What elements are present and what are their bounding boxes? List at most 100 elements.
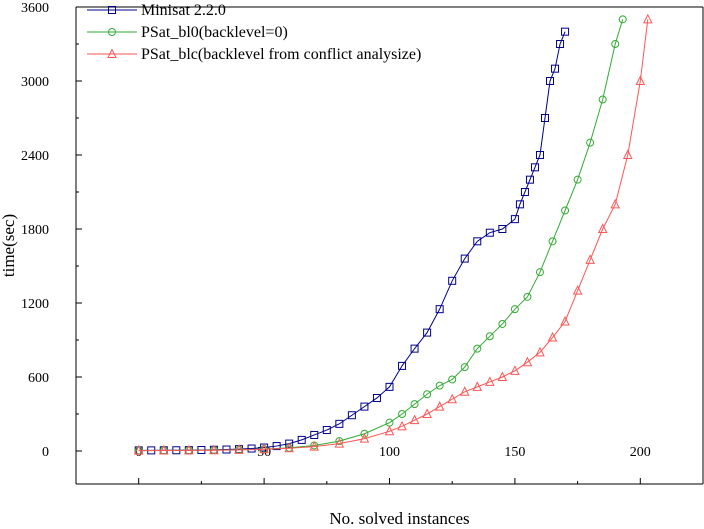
data-point [310,430,319,439]
y-tick-label: 2400 [21,149,49,164]
data-point [522,356,533,367]
data-point [460,363,469,372]
y-ticks: 0 600 1200 1800 2400 3000 3600 [21,1,82,460]
data-point [448,276,457,285]
data-point [384,425,395,436]
data-point [520,188,529,196]
y-axis-label: time(sec) [0,214,18,277]
data-point [510,305,519,314]
data-point [561,27,570,36]
x-axis-label: No. solved instances [329,509,469,528]
data-point [535,346,545,357]
data-point [322,426,331,435]
x-tick-label: 200 [630,445,651,460]
data-point [551,64,560,73]
data-point [586,138,595,147]
legend-label: PSat_blc(backlevel from conflict analysi… [141,46,421,63]
data-point [460,254,469,263]
data-point [359,433,370,443]
series-layer [133,13,653,455]
data-point [485,228,494,237]
data-point [335,437,344,446]
data-point [573,175,582,184]
x-tick-label: 0 [135,445,142,460]
data-point [547,331,558,342]
data-point [643,13,653,24]
data-point [540,114,549,122]
x-ticks: 0 50 100 150 200 [75,445,651,484]
legend-label: PSat_bl0(backlevel=0) [141,24,288,41]
series-line [138,31,566,451]
data-point [334,437,345,448]
data-point [530,163,539,172]
data-point [598,95,607,104]
data-point [459,386,470,396]
data-point [435,305,444,314]
data-point [546,77,555,85]
data-point [410,400,419,409]
data-point [247,444,256,453]
plot-frame [75,6,704,485]
data-point [435,381,444,390]
data-point [309,441,320,451]
data-point [360,402,369,411]
data-point [398,410,407,418]
data-point [297,435,306,444]
data-point [622,149,633,159]
y-tick-label: 0 [42,445,49,460]
data-point [497,371,508,381]
data-point [347,411,356,420]
y-tick-label: 3000 [21,75,49,90]
legend-marker [107,48,117,58]
series-triangle [133,13,653,455]
y-tick-label: 1200 [21,297,49,312]
data-point [335,419,344,428]
data-point [423,328,432,337]
legend-marker [108,28,116,36]
data-point [158,444,169,455]
legend: Minisat 2.2.0 PSat_bl0(backlevel=0) PSat_b… [87,2,421,63]
data-point [284,442,294,453]
data-point [618,15,627,24]
y-tick-label: 3600 [21,1,49,16]
data-point [397,420,407,431]
y-tick-label: 1800 [21,223,49,238]
data-point [498,225,507,233]
data-point [597,223,608,233]
data-point [473,344,482,353]
data-point [234,444,244,454]
data-point [447,393,458,404]
data-point [498,319,507,328]
data-point [410,344,419,353]
data-point [472,381,483,391]
data-point [398,361,407,370]
data-point [510,365,520,375]
data-point [272,442,281,451]
data-point [285,439,294,448]
series-line [138,19,649,452]
legend-label: Minisat 2.2.0 [141,2,226,19]
data-point [561,206,570,215]
data-point [611,40,620,48]
data-point [409,414,420,425]
data-point [209,444,219,455]
data-point [422,408,432,418]
series-square [134,27,570,455]
data-point [485,376,495,386]
data-point [448,375,457,384]
data-point [360,429,369,438]
data-point [525,175,534,184]
data-point [385,382,394,391]
data-point [635,75,646,85]
data-point [133,445,144,455]
data-point [572,285,583,295]
data-point [259,443,269,454]
data-point [610,198,621,209]
data-point [535,268,544,277]
data-point [535,151,544,159]
legend-marker [108,6,116,14]
data-point [184,444,194,455]
data-point [585,254,595,264]
data-point [515,200,524,209]
